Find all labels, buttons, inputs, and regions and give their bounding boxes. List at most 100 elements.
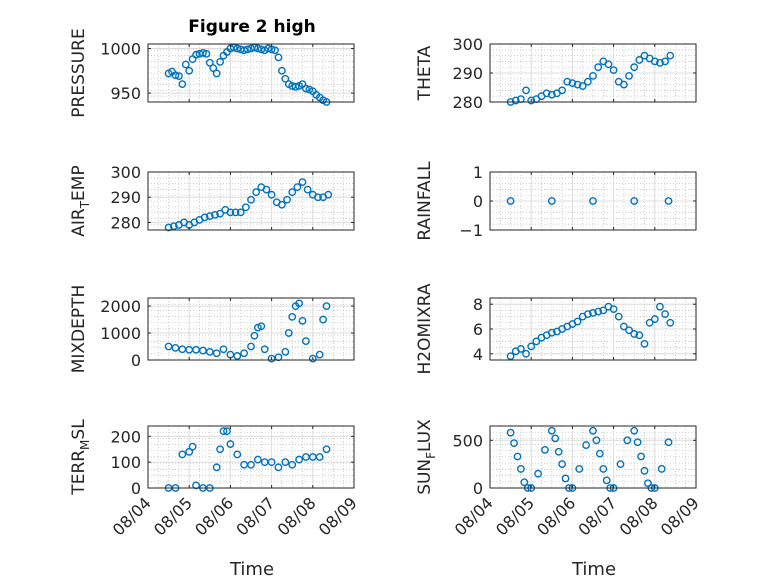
data-point (314, 193, 322, 202)
data-point (267, 190, 276, 199)
data-point (592, 436, 601, 445)
data-point (630, 426, 639, 435)
y-tick-label: 1000 (100, 324, 141, 343)
data-point (319, 315, 327, 324)
x-tick-label: 08/09 (657, 493, 703, 539)
y-tick-label: 500 (452, 431, 483, 450)
x-tick-label: 08/06 (191, 493, 237, 539)
data-point (253, 44, 262, 53)
data-point (551, 434, 560, 443)
x-tick-label: 08/06 (533, 493, 579, 539)
data-point (602, 476, 611, 485)
data-point (609, 66, 618, 75)
data-point (185, 447, 194, 456)
data-point (640, 466, 649, 475)
data-point (520, 478, 529, 487)
y-tick-label: 1 (473, 163, 483, 182)
x-tick-label: 08/07 (574, 493, 620, 539)
data-point (322, 302, 331, 310)
data-point (264, 44, 273, 53)
data-point (589, 426, 597, 435)
y-tick-label: 2000 (100, 297, 141, 316)
y-tick-label: 0 (473, 192, 483, 211)
data-point (315, 350, 324, 359)
data-point (630, 197, 639, 205)
data-point (188, 442, 197, 451)
data-point (202, 49, 211, 58)
data-point (506, 352, 515, 361)
data-point (240, 46, 249, 55)
data-point (599, 306, 608, 315)
data-point (656, 302, 664, 311)
data-point (650, 315, 659, 323)
data-point (614, 312, 623, 321)
y-tick-label: 0 (131, 351, 141, 370)
subplot-air-temp: 280 290 300 AIRTEMP (69, 163, 355, 237)
axes-box (489, 425, 697, 489)
data-point (298, 317, 307, 325)
data-point (633, 438, 642, 447)
data-point (517, 465, 525, 473)
subplot-h2omixra: 4 6 8 H2OMIXRA (415, 283, 697, 375)
data-point (226, 440, 235, 448)
subplot-theta: 280 290 300 THETA (415, 35, 697, 112)
data-point (178, 450, 187, 459)
data-point (219, 427, 228, 436)
data-point (302, 337, 310, 346)
data-point (650, 57, 659, 66)
data-point (233, 352, 242, 360)
data-point (295, 299, 303, 308)
data-point (573, 80, 582, 89)
data-point (231, 208, 240, 217)
x-tick-label: 08/04 (109, 493, 155, 539)
y-axis-label: MIXDEPTH (69, 285, 89, 374)
data-point (274, 463, 283, 472)
data-point (308, 354, 317, 363)
x-tick-label: 08/07 (232, 493, 278, 539)
data-point (212, 463, 221, 472)
x-tick-label: 08/09 (315, 493, 361, 539)
data-point (315, 453, 324, 461)
data-point (247, 460, 255, 469)
y-tick-label: 280 (452, 93, 483, 112)
data-point (298, 178, 307, 186)
minor-grid (148, 172, 354, 230)
data-point (594, 63, 603, 72)
y-axis-label: THETA (415, 45, 435, 101)
data-point (635, 331, 644, 340)
data-point (561, 474, 570, 483)
data-point (257, 322, 266, 331)
y-tick-label: 950 (110, 84, 141, 103)
data-point (199, 49, 207, 57)
data-point (247, 195, 255, 204)
data-point (169, 222, 178, 231)
data-point (645, 318, 654, 327)
data-point (236, 208, 245, 217)
x-tick-label: 08/08 (616, 493, 662, 539)
data-point (620, 322, 628, 331)
subplot-rainfall: −1 0 1 RAINFALL (415, 161, 697, 241)
x-tick-label: 08/04 (451, 493, 497, 539)
axes-box (147, 43, 355, 103)
y-tick-label: 280 (110, 213, 141, 232)
data-point (267, 458, 276, 467)
data-point (164, 223, 173, 232)
data-point (211, 210, 219, 219)
y-tick-label: 290 (110, 188, 141, 207)
data-point (212, 349, 221, 358)
data-point (506, 197, 515, 205)
data-point (205, 58, 214, 67)
data-point (281, 74, 290, 83)
data-point (575, 465, 584, 473)
data-point (573, 317, 582, 326)
data-point (171, 71, 180, 80)
data-point (212, 69, 221, 78)
data-point (534, 469, 542, 478)
data-point (532, 337, 541, 346)
data-point (589, 308, 597, 317)
x-tick-label: 08/05 (150, 493, 196, 539)
data-point (200, 213, 209, 222)
data-point (563, 77, 572, 86)
data-point (291, 82, 300, 91)
